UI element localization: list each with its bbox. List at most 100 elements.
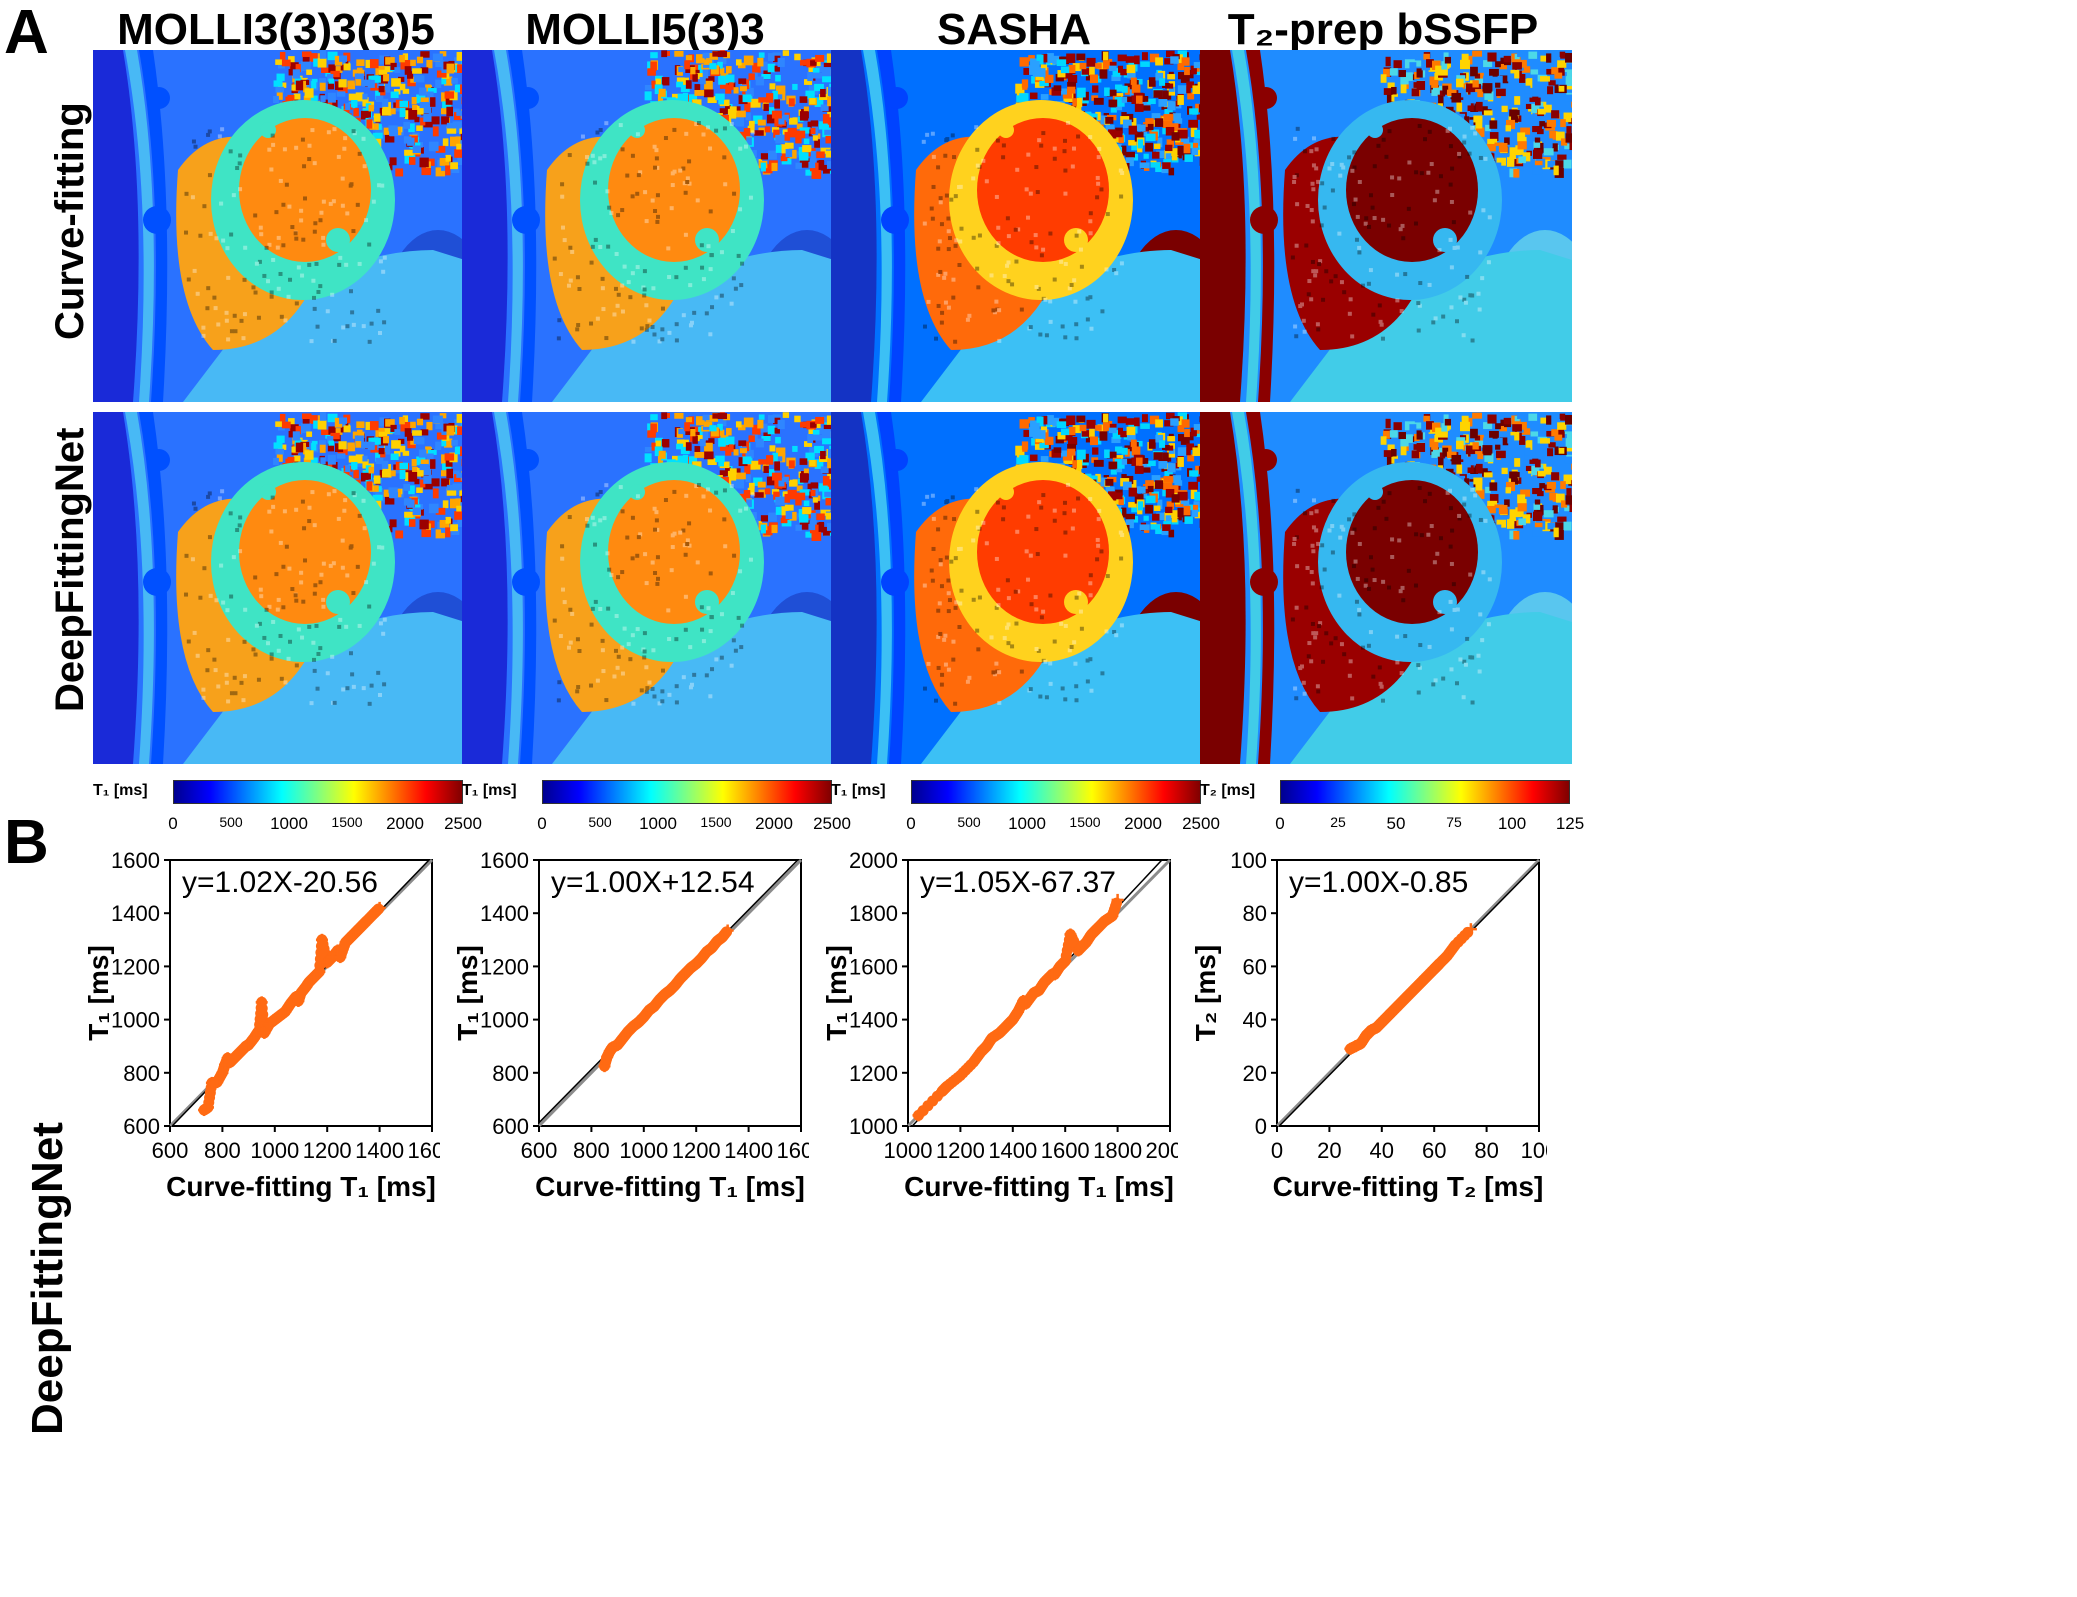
colorbar-tick: 2000 xyxy=(755,814,793,833)
column-title-molli335: MOLLI3(3)3(3)5 xyxy=(117,5,435,54)
data-point xyxy=(938,1082,951,1095)
data-point xyxy=(334,951,347,964)
vessel xyxy=(143,568,171,596)
left-ventricle xyxy=(608,480,740,624)
vessel xyxy=(881,206,909,234)
data-point xyxy=(1433,957,1446,970)
vessel xyxy=(512,206,540,234)
papillary-muscle xyxy=(695,590,719,614)
vessel xyxy=(143,206,171,234)
scatter-plot-molli53: 6008001000120014001600600800100012001400… xyxy=(452,848,809,1202)
data-point xyxy=(1038,976,1051,989)
t2-map-t2prep-curve-fitting xyxy=(1200,50,1572,402)
chest-wall xyxy=(93,50,139,402)
column-title-t2prep: T₂-prep bSSFP xyxy=(1227,5,1539,54)
colorbar-gradient xyxy=(911,780,1201,804)
muscle-band xyxy=(508,412,537,764)
muscle-band xyxy=(139,412,168,764)
t1-map-sasha-deepfittingnet xyxy=(831,412,1203,764)
y-tick-label: 1400 xyxy=(111,901,160,926)
data-point xyxy=(247,1032,260,1045)
shared-y-axis-label: DeepFittingNet xyxy=(23,1122,72,1435)
y-tick-label: 800 xyxy=(492,1061,529,1086)
colorbar-unit: T₁ [ms] xyxy=(831,782,886,799)
lower-tissue xyxy=(921,250,1203,402)
colorbar-tick: 25 xyxy=(1330,814,1346,830)
colorbar-tick: 100 xyxy=(1497,814,1527,833)
colorbar-tick: 2000 xyxy=(386,814,424,833)
x-tick-label: 800 xyxy=(204,1138,241,1163)
lower-tissue xyxy=(1290,250,1572,402)
y-tick-label: 80 xyxy=(1243,901,1267,926)
colorbar-tick: 1000 xyxy=(1008,814,1046,833)
x-tick-label: 1600 xyxy=(408,1138,440,1163)
lower-tissue xyxy=(183,612,465,764)
papillary-muscle xyxy=(998,484,1014,500)
lower-tissue xyxy=(921,612,1203,764)
left-ventricle xyxy=(239,118,371,262)
colorbar-gradient xyxy=(1280,780,1570,804)
x-tick-label: 1000 xyxy=(619,1138,668,1163)
x-tick-label: 600 xyxy=(521,1138,558,1163)
papillary-muscle xyxy=(326,228,350,252)
data-point xyxy=(201,1101,214,1114)
texture xyxy=(921,120,1125,344)
papillary-muscle xyxy=(998,122,1014,138)
column-title-sasha: SASHA xyxy=(936,5,1092,54)
plot-frame xyxy=(1276,859,1540,1127)
data-point xyxy=(637,1010,650,1023)
colorbar-molli335: T₁ [ms] 0 500 1000 1500 2000 2500 xyxy=(93,778,482,838)
vessel xyxy=(512,568,540,596)
chest-wall xyxy=(831,50,877,402)
data-point xyxy=(1048,968,1061,981)
x-tick-label: 1400 xyxy=(988,1138,1037,1163)
colorbar-tick: 2000 xyxy=(1124,814,1162,833)
scatter-plot-sasha: 1000120014001600180020001000120014001600… xyxy=(821,848,1178,1202)
y-tick-label: 0 xyxy=(1255,1114,1267,1139)
chest-wall xyxy=(831,412,877,764)
x-tick-label: 1400 xyxy=(355,1138,404,1163)
papillary-muscle xyxy=(1064,228,1088,252)
x-tick-label: 100 xyxy=(1521,1138,1547,1163)
colorbar-unit: T₂ [ms] xyxy=(1200,782,1256,799)
colorbar-tick: 2500 xyxy=(813,814,851,833)
data-point xyxy=(279,1005,292,1018)
papillary-muscle xyxy=(629,484,645,500)
colorbar-tick: 50 xyxy=(1386,814,1406,833)
data-point xyxy=(1033,984,1045,997)
x-tick-label: 1000 xyxy=(250,1138,299,1163)
y-tick-label: 2000 xyxy=(849,848,898,873)
vessel xyxy=(886,87,908,109)
colorbar-sasha: T₁ [ms] 0 500 1000 1500 2000 2500 xyxy=(831,778,1220,838)
plot-frame xyxy=(538,859,802,1127)
x-tick-label: 80 xyxy=(1474,1138,1498,1163)
x-axis-label: Curve-fitting T₁ [ms] xyxy=(904,1171,1174,1202)
papillary-muscle xyxy=(260,122,276,138)
data-point xyxy=(258,1026,271,1039)
chest-wall xyxy=(93,412,139,764)
vessel xyxy=(1255,87,1277,109)
left-ventricle xyxy=(977,480,1109,624)
data-point xyxy=(360,915,373,928)
data-point xyxy=(1441,949,1454,962)
papillary-muscle xyxy=(1064,590,1088,614)
data-point xyxy=(993,1026,1006,1039)
y-tick-label: 1400 xyxy=(480,901,529,926)
y-tick-label: 1600 xyxy=(849,954,898,979)
regression-equation: y=1.02X-20.56 xyxy=(182,866,378,899)
x-tick-label: 60 xyxy=(1422,1138,1446,1163)
x-tick-label: 800 xyxy=(573,1138,610,1163)
data-point xyxy=(1430,960,1443,973)
x-tick-label: 20 xyxy=(1317,1138,1341,1163)
texture xyxy=(552,120,756,344)
fat-band xyxy=(1232,50,1261,402)
data-point xyxy=(601,1050,614,1063)
texture xyxy=(921,482,1125,706)
data-point xyxy=(648,1000,661,1013)
colorbar-tick: 1000 xyxy=(639,814,677,833)
x-tick-label: 1000 xyxy=(884,1138,933,1163)
data-point xyxy=(1106,909,1119,922)
vessel xyxy=(148,449,170,471)
data-point xyxy=(1111,893,1124,906)
lower-tissue xyxy=(183,250,465,402)
